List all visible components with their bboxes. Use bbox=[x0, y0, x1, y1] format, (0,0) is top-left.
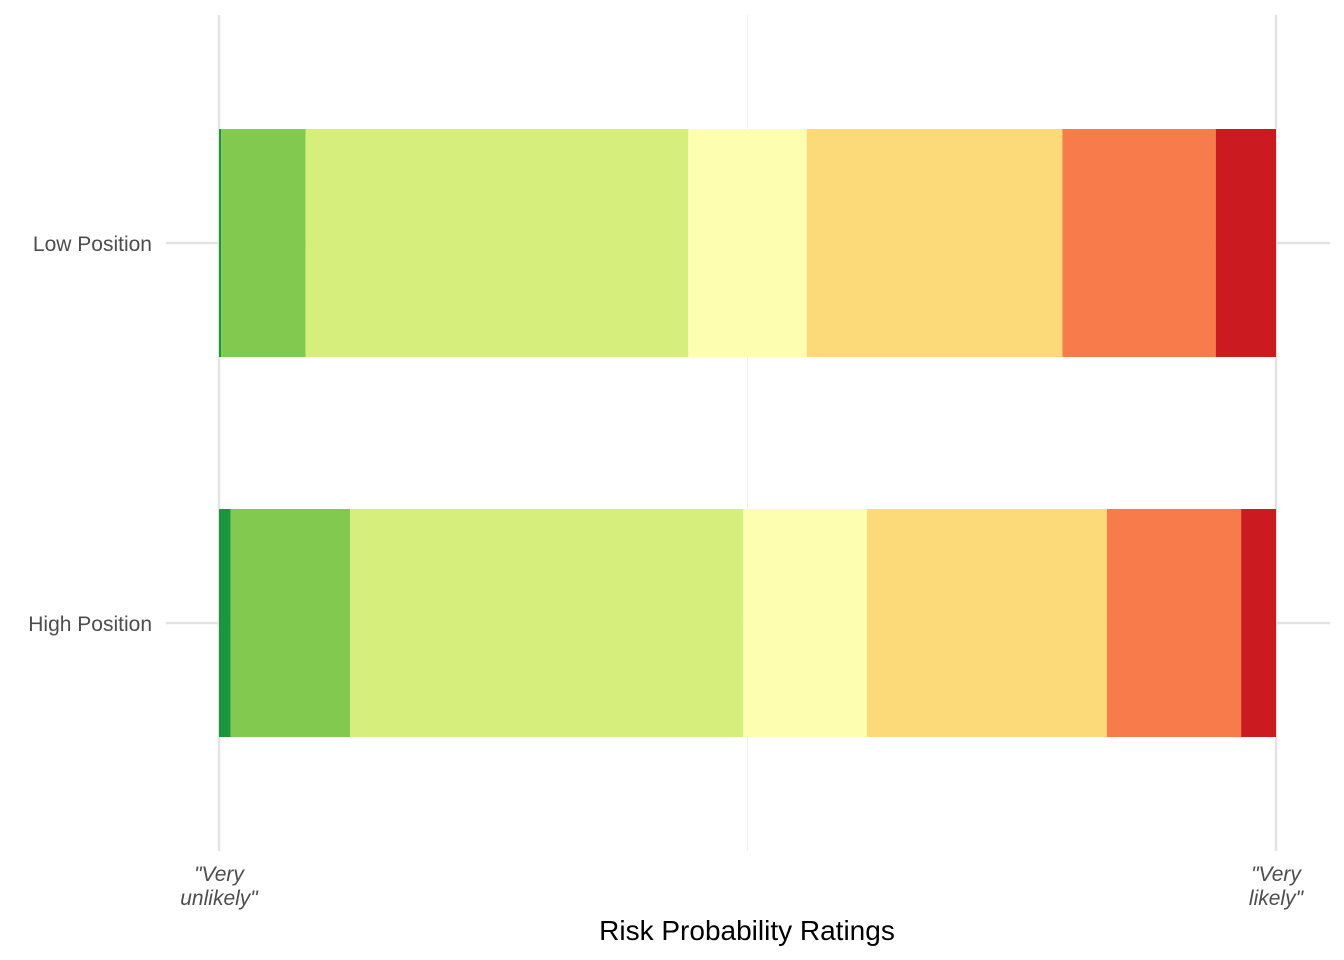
stacked-bars bbox=[219, 129, 1276, 737]
bar-segment bbox=[219, 509, 231, 737]
bar-segment bbox=[1241, 509, 1276, 737]
bar-segment bbox=[305, 129, 689, 357]
bar-segment bbox=[688, 129, 807, 357]
bar-segment bbox=[866, 509, 1107, 737]
y-axis-ticks: Low Position High Position bbox=[28, 233, 152, 636]
x-axis-title: Risk Probability Ratings bbox=[599, 915, 895, 946]
bar-segment bbox=[219, 129, 222, 357]
y-tick-label: High Position bbox=[28, 613, 152, 636]
x-tick-label: "Very likely" bbox=[1249, 863, 1305, 910]
bar-segment bbox=[1062, 129, 1216, 357]
x-axis-ticks: "Very unlikely" "Very likely" bbox=[180, 863, 1304, 910]
bar-segment bbox=[230, 509, 351, 737]
bar-segment bbox=[743, 509, 867, 737]
bar-segment bbox=[1106, 509, 1242, 737]
bar-segment bbox=[350, 509, 744, 737]
bar-segment bbox=[806, 129, 1063, 357]
x-tick-label: "Very unlikely" bbox=[180, 863, 259, 910]
y-tick-label: Low Position bbox=[33, 233, 152, 256]
bar-segment bbox=[1215, 129, 1276, 357]
bar-segment bbox=[221, 129, 306, 357]
